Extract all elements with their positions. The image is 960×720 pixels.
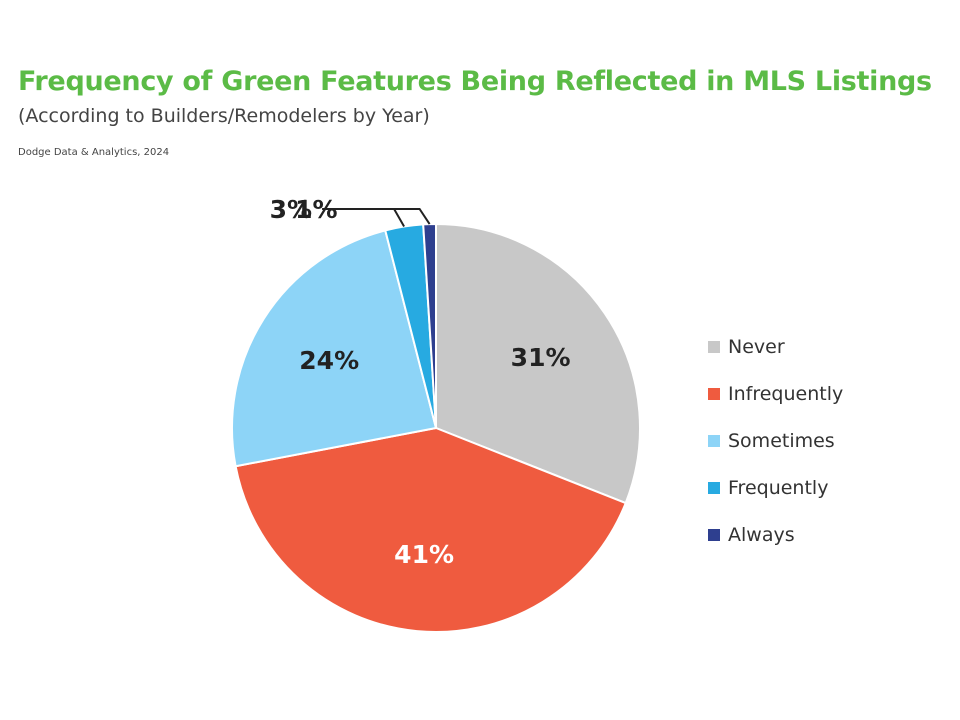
legend-item-infrequently: Infrequently	[708, 370, 843, 417]
legend-item-never: Never	[708, 323, 843, 370]
legend-item-frequently: Frequently	[708, 464, 843, 511]
legend-swatch-sometimes	[708, 435, 720, 447]
legend-swatch-infrequently	[708, 388, 720, 400]
legend: Never Infrequently Sometimes Frequently Alwa…	[708, 323, 843, 558]
data-label-sometimes: 24%	[299, 346, 359, 375]
legend-item-sometimes: Sometimes	[708, 417, 843, 464]
legend-label-sometimes: Sometimes	[728, 430, 835, 452]
data-label-always: 1%	[295, 195, 337, 224]
legend-swatch-always	[708, 529, 720, 541]
leader-line-always	[348, 209, 430, 224]
legend-swatch-never	[708, 341, 720, 353]
legend-label-never: Never	[728, 336, 785, 358]
data-label-infrequently: 41%	[394, 540, 454, 569]
legend-item-always: Always	[708, 511, 843, 558]
data-label-never: 31%	[511, 343, 571, 372]
legend-label-frequently: Frequently	[728, 477, 828, 499]
legend-swatch-frequently	[708, 482, 720, 494]
legend-label-always: Always	[728, 524, 795, 546]
legend-label-infrequently: Infrequently	[728, 383, 843, 405]
